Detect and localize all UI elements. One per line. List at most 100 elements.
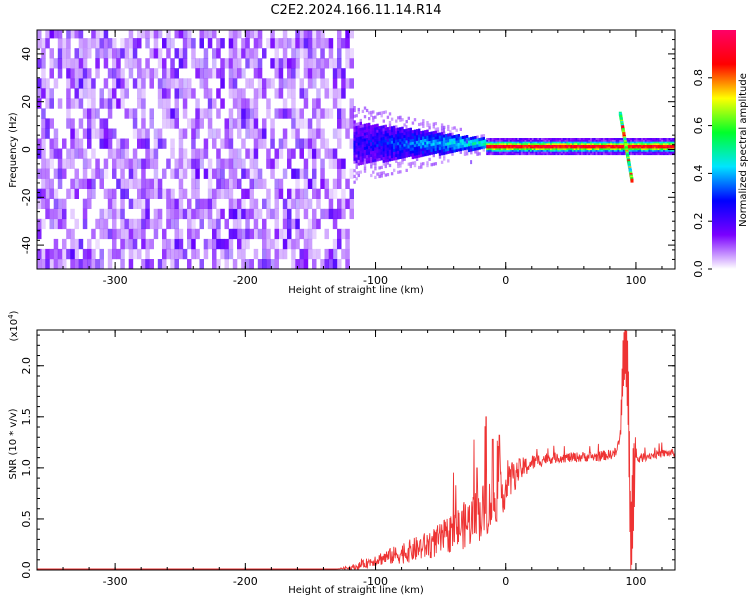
heatmap-cell xyxy=(74,88,79,99)
heatmap-cell xyxy=(166,198,171,209)
heatmap-cell xyxy=(511,138,514,140)
heatmap-cell xyxy=(418,154,421,158)
heatmap-cell xyxy=(602,146,605,149)
heatmap-cell xyxy=(497,143,500,145)
heatmap-cell xyxy=(440,146,444,150)
heatmap-cell xyxy=(312,58,317,69)
heatmap-cell xyxy=(295,48,300,59)
heatmap-cell xyxy=(355,142,358,146)
heatmap-cell xyxy=(577,151,580,154)
heatmap-cell xyxy=(610,144,613,147)
heatmap-cell xyxy=(62,218,67,230)
heatmap-cell xyxy=(249,259,254,269)
heatmap-cell xyxy=(153,228,159,240)
heatmap-cell xyxy=(270,158,275,169)
heatmap-cell xyxy=(120,48,125,59)
heatmap-cell xyxy=(182,48,188,59)
heatmap-cell xyxy=(617,143,620,145)
heatmap-cell xyxy=(517,149,520,152)
spectrogram-ylabel: Frequency (Hz) xyxy=(8,112,19,188)
heatmap-cell xyxy=(463,146,467,151)
heatmap-cell xyxy=(506,151,509,154)
heatmap-cell xyxy=(610,149,613,152)
heatmap-cell xyxy=(436,141,440,145)
heatmap-cell xyxy=(45,198,50,209)
heatmap-cell xyxy=(355,122,358,126)
heatmap-cell xyxy=(557,143,560,145)
heatmap-cell xyxy=(274,148,279,159)
heatmap-cell xyxy=(420,151,423,155)
heatmap-cell xyxy=(237,148,242,159)
heatmap-cell xyxy=(368,117,371,121)
heatmap-cell xyxy=(495,153,498,156)
heatmap-cell xyxy=(606,141,609,144)
heatmap-cell xyxy=(241,188,246,199)
heatmap-cell xyxy=(245,208,250,220)
heatmap-cell xyxy=(66,228,71,240)
heatmap-cell xyxy=(653,148,656,151)
heatmap-cell xyxy=(637,153,640,156)
heatmap-cell xyxy=(174,158,179,169)
heatmap-cell xyxy=(602,138,605,140)
heatmap-cell xyxy=(560,138,563,140)
heatmap-cell xyxy=(559,139,562,142)
heatmap-cell xyxy=(312,30,317,39)
heatmap-cell xyxy=(493,153,496,156)
x-tick-label: 100 xyxy=(625,575,646,588)
heatmap-cell xyxy=(82,58,88,69)
heatmap-cell xyxy=(266,98,271,109)
heatmap-cell xyxy=(420,122,423,126)
heatmap-cell xyxy=(422,139,425,143)
heatmap-cell xyxy=(648,143,651,145)
heatmap-cell xyxy=(440,149,444,153)
heatmap-cell xyxy=(99,178,104,189)
heatmap-cell xyxy=(562,138,565,140)
heatmap-cell xyxy=(274,108,279,119)
heatmap-cell xyxy=(112,208,117,220)
heatmap-cell xyxy=(187,78,192,89)
heatmap-cell xyxy=(551,151,554,154)
heatmap-cell xyxy=(87,178,92,189)
heatmap-cell xyxy=(199,218,204,230)
heatmap-cell xyxy=(237,48,242,59)
heatmap-cell xyxy=(570,138,573,140)
heatmap-cell xyxy=(153,208,159,220)
heatmap-cell xyxy=(112,248,117,260)
y-tick-label: 40 xyxy=(20,47,33,61)
heatmap-cell xyxy=(112,188,117,199)
heatmap-cell xyxy=(599,151,602,154)
heatmap-cell xyxy=(378,143,381,147)
heatmap-cell xyxy=(407,145,410,149)
heatmap-cell xyxy=(422,144,425,149)
heatmap-cell xyxy=(220,138,225,149)
heatmap-cell xyxy=(615,144,618,147)
heatmap-cell xyxy=(550,138,553,140)
heatmap-cell xyxy=(621,148,624,151)
heatmap-cell xyxy=(604,149,607,152)
heatmap-cell xyxy=(509,144,512,147)
heatmap-cell xyxy=(420,142,423,146)
heatmap-cell xyxy=(388,152,392,156)
heatmap-cell xyxy=(316,30,321,39)
heatmap-cell xyxy=(332,158,338,169)
heatmap-cell xyxy=(622,144,625,147)
heatmap-cell xyxy=(220,78,225,89)
heatmap-cell xyxy=(49,188,54,199)
heatmap-cell xyxy=(540,153,543,156)
heatmap-cell xyxy=(407,153,410,158)
heatmap-cell xyxy=(384,156,387,160)
heatmap-cell xyxy=(303,138,309,149)
heatmap-cell xyxy=(353,143,356,147)
heatmap-cell xyxy=(668,143,671,145)
heatmap-cell xyxy=(162,259,167,269)
heatmap-cell xyxy=(337,198,342,209)
heatmap-cell xyxy=(530,143,533,145)
heatmap-cell xyxy=(312,158,317,169)
heatmap-cell xyxy=(661,139,664,142)
heatmap-cell xyxy=(540,148,543,151)
heatmap-cell xyxy=(378,154,381,158)
heatmap-cell xyxy=(153,68,159,79)
heatmap-cell xyxy=(591,149,594,152)
heatmap-cell xyxy=(361,161,365,165)
heatmap-cell xyxy=(608,141,611,144)
